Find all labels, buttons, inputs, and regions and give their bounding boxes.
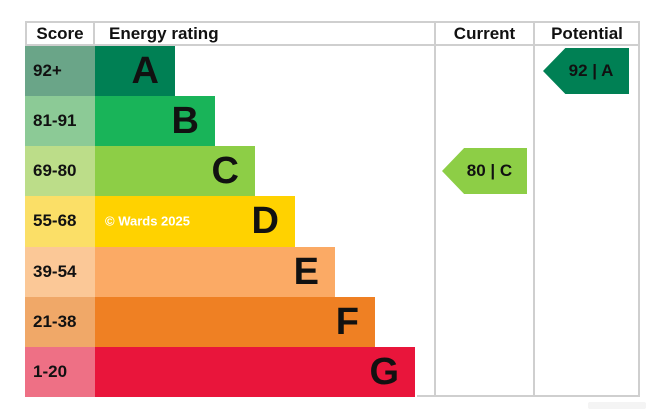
band-letter-f: F <box>335 300 359 343</box>
grid-line-bottom-border <box>417 395 640 397</box>
band-bar-e: E <box>95 246 335 297</box>
score-range-e: 39-54 <box>25 246 95 297</box>
band-rows: 92+ A 81-91 B 69-80 C 55-68 <box>25 46 640 397</box>
band-bar-g: G <box>95 346 415 397</box>
header-current: Current <box>453 23 516 43</box>
band-row-c: 69-80 C <box>25 146 640 197</box>
score-range-d: 55-68 <box>25 196 95 247</box>
band-row-d: 55-68 © Wards 2025 D <box>25 196 640 247</box>
faint-corner-watermark <box>588 402 646 409</box>
grid-line-potential-left <box>533 21 535 397</box>
current-rating-label: 80 | C <box>466 161 513 180</box>
grid-line-current-left <box>434 21 436 397</box>
band-letter-a: A <box>131 50 159 93</box>
band-bar-c: C <box>95 146 255 197</box>
band-letter-c: C <box>211 150 239 193</box>
band-row-b: 81-91 B <box>25 96 640 147</box>
score-range-b: 81-91 <box>25 96 95 147</box>
header-score: Score <box>25 23 95 44</box>
table-header-row: Score Energy rating Current Potential <box>25 21 640 46</box>
band-row-g: 1-20 G <box>25 346 640 397</box>
score-range-a: 92+ <box>25 46 95 97</box>
band-letter-d: D <box>251 200 279 243</box>
band-bar-d: © Wards 2025 D <box>95 196 295 247</box>
band-bar-b: B <box>95 96 215 147</box>
header-energy-rating: Energy rating <box>109 23 219 43</box>
grid-line-right-border <box>638 21 640 397</box>
band-bar-a: A <box>95 46 175 97</box>
band-letter-b: B <box>171 100 199 143</box>
band-row-a: 92+ A <box>25 46 640 97</box>
score-range-g: 1-20 <box>25 346 95 397</box>
epc-table: Score Energy rating Current Potential 92… <box>25 21 640 397</box>
band-letter-g: G <box>369 350 399 393</box>
header-potential: Potential <box>551 23 623 43</box>
band-row-e: 39-54 E <box>25 246 640 297</box>
score-range-c: 69-80 <box>25 146 95 197</box>
wards-watermark: © Wards 2025 <box>105 213 190 229</box>
potential-rating-label: 92 | A <box>568 61 614 80</box>
score-range-f: 21-38 <box>25 296 95 347</box>
band-letter-e: E <box>293 250 319 293</box>
band-bar-f: F <box>95 296 375 347</box>
band-row-f: 21-38 F <box>25 296 640 347</box>
